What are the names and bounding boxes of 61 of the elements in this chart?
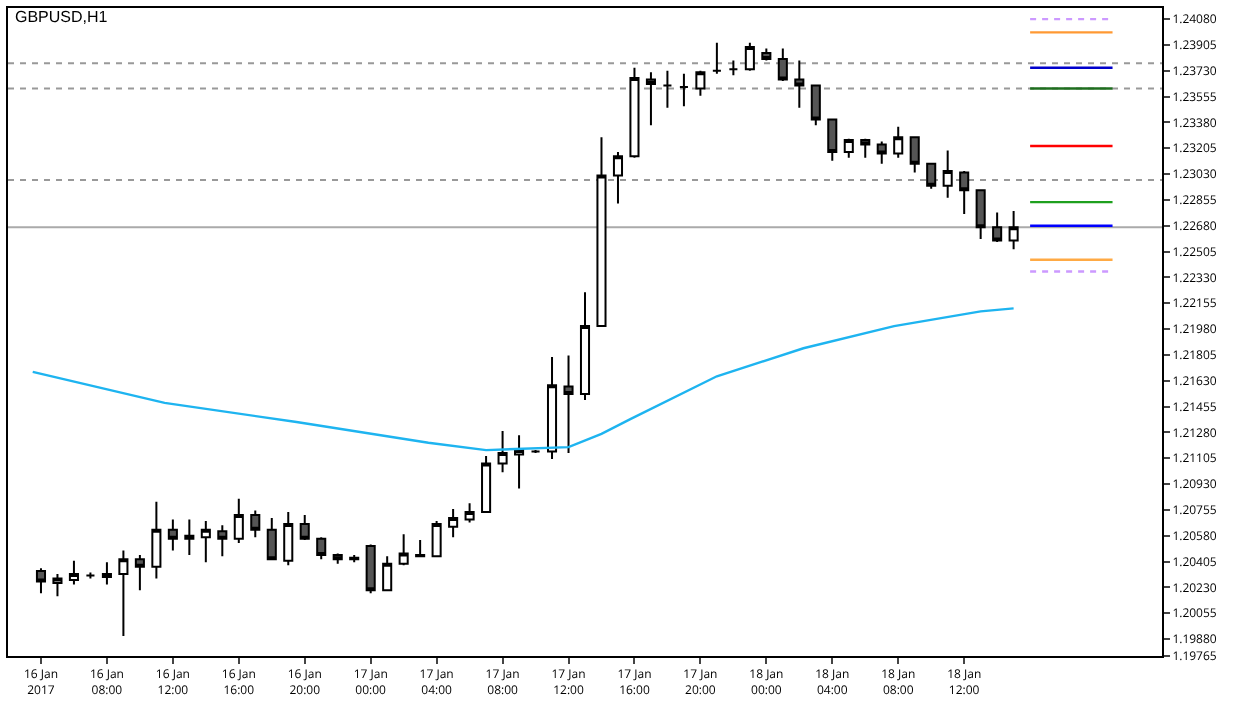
candlestick — [992, 211, 1003, 243]
candlestick — [827, 118, 838, 162]
candlestick — [431, 519, 442, 558]
candlestick — [794, 59, 805, 109]
candlestick — [1008, 209, 1019, 251]
candlestick — [909, 136, 920, 174]
candlestick — [464, 502, 475, 524]
chart-title: GBPUSD,H1 — [15, 7, 109, 26]
candlestick — [332, 552, 343, 565]
candlestick — [678, 72, 689, 108]
candlestick — [283, 511, 294, 567]
candlestick — [761, 47, 772, 62]
candlestick — [777, 47, 788, 83]
candlestick — [579, 291, 591, 401]
candlestick — [233, 497, 244, 545]
candlestick — [134, 553, 145, 592]
candlestick — [843, 137, 854, 159]
candlestick — [711, 41, 722, 75]
candlestick — [448, 508, 459, 539]
candlestick — [942, 149, 953, 199]
candlestick — [118, 549, 129, 638]
candlestick — [596, 136, 607, 328]
candlestick — [101, 561, 112, 586]
candlestick — [530, 449, 541, 455]
candlestick — [876, 140, 887, 165]
candlestick — [151, 500, 162, 580]
candlestick — [645, 71, 656, 127]
candlestick — [975, 189, 986, 240]
candlestick — [893, 125, 904, 159]
candlestick — [695, 69, 706, 97]
candlestick — [299, 514, 310, 542]
candlestick — [415, 539, 426, 558]
candlestick — [563, 354, 574, 455]
candlestick — [662, 69, 673, 109]
candlestick — [266, 516, 277, 561]
candlestick — [167, 518, 178, 552]
candlestick — [250, 509, 261, 539]
candlestick — [481, 455, 492, 514]
candlestick — [744, 41, 755, 72]
candlestick — [316, 536, 327, 561]
candlestick — [68, 559, 79, 586]
candlestick — [382, 555, 393, 592]
candlestick — [860, 139, 871, 159]
candlestick — [926, 162, 937, 190]
candlestick — [85, 571, 96, 580]
candlestick — [810, 84, 821, 127]
candlestick — [52, 573, 63, 598]
candlestick — [728, 59, 739, 77]
candlestick — [365, 543, 376, 595]
candlestick — [546, 356, 558, 460]
candlestick — [959, 170, 970, 215]
candlestick — [497, 429, 508, 474]
candlestick — [629, 66, 640, 159]
candlestick — [35, 567, 47, 595]
candlestick — [398, 533, 409, 567]
candlestick — [200, 519, 211, 564]
candlestick — [217, 524, 228, 558]
candlestick — [514, 434, 525, 490]
candlestick — [184, 518, 195, 556]
line-series — [31, 307, 1015, 452]
candlestick — [612, 150, 624, 205]
